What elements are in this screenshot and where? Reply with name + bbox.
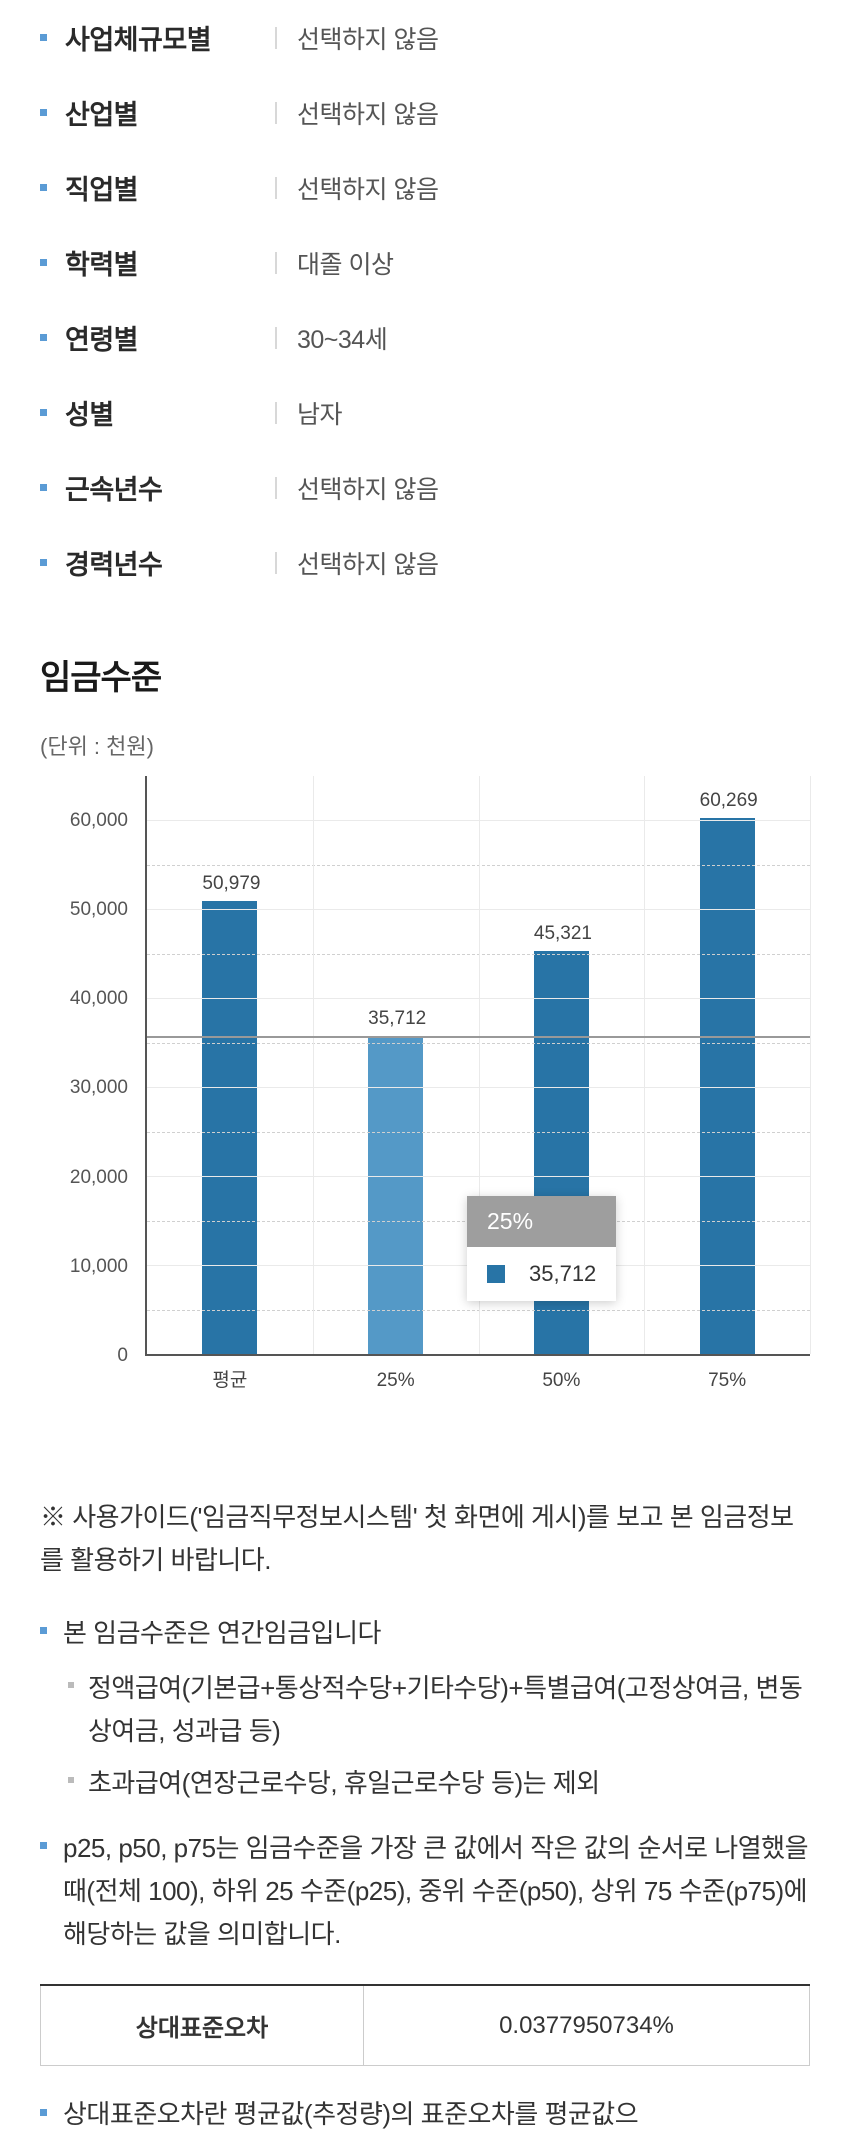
bar-slot: 35,712 25% [313, 776, 479, 1354]
vgrid-line [313, 776, 314, 1354]
note-sub-1: 정액급여(기본급+통상적수당+기타수당)+특별급여(고정상여금, 변동상여금, … [68, 1667, 810, 1753]
bar-value-label: 50,979 [202, 873, 257, 895]
y-tick-label: 10,000 [70, 1256, 128, 1278]
bar-slot: 60,269 75% [644, 776, 810, 1354]
error-label-cell: 상대표준오차 [41, 1985, 364, 2066]
filter-value: 선택하지 않음 [297, 170, 438, 206]
filter-item: 연령별 30~34세 [40, 300, 810, 375]
sub-bullet-icon [68, 1682, 74, 1688]
chart-plot-area: 50,979 평균 35,712 25% 45,321 50% 60,269 7… [145, 776, 810, 1356]
bullet-icon [40, 109, 47, 116]
filter-item: 학력별 대졸 이상 [40, 225, 810, 300]
filter-label: 연령별 [65, 318, 275, 357]
bar[interactable]: 60,269 [700, 818, 755, 1354]
filter-value: 선택하지 않음 [297, 20, 438, 56]
note-item-1: 본 임금수준은 연간임금입니다 [40, 1612, 810, 1655]
x-axis-label: 50% [479, 1370, 645, 1392]
bullet-icon [40, 184, 47, 191]
note-sub-text: 초과급여(연장근로수당, 휴일근로수당 등)는 제외 [88, 1762, 600, 1805]
divider-icon [275, 252, 277, 274]
bar-value-label: 35,712 [368, 1008, 423, 1030]
divider-icon [275, 477, 277, 499]
filter-label: 성별 [65, 393, 275, 432]
filter-label: 직업별 [65, 168, 275, 207]
bullet-icon [40, 1842, 47, 1849]
bar[interactable]: 35,712 [368, 1036, 423, 1354]
y-tick-label: 20,000 [70, 1167, 128, 1189]
filter-item: 직업별 선택하지 않음 [40, 150, 810, 225]
bar-slot: 50,979 평균 [147, 776, 313, 1354]
truncated-text: 상대표준오차란 평균값(추정량)의 표준오차를 평균값으 [63, 2094, 638, 2131]
filter-value: 선택하지 않음 [297, 95, 438, 131]
reference-line [147, 1036, 810, 1038]
wage-chart: 0 10,000 20,000 30,000 40,000 50,000 60,000 50… [40, 776, 810, 1416]
bullet-icon [40, 259, 47, 266]
filter-item: 사업체규모별 선택하지 않음 [40, 0, 810, 75]
y-tick-label: 30,000 [70, 1077, 128, 1099]
divider-icon [275, 177, 277, 199]
filter-item: 산업별 선택하지 않음 [40, 75, 810, 150]
chart-unit: (단위 : 천원) [40, 729, 810, 761]
filter-label: 근속년수 [65, 468, 275, 507]
filter-label: 경력년수 [65, 543, 275, 582]
y-tick-label: 0 [117, 1345, 128, 1367]
filter-value: 선택하지 않음 [297, 470, 438, 506]
filter-label: 산업별 [65, 93, 275, 132]
chart-tooltip: 25% 35,712 [467, 1196, 616, 1301]
filter-item: 성별 남자 [40, 375, 810, 450]
truncated-note: 상대표준오차란 평균값(추정량)의 표준오차를 평균값으 [40, 2094, 810, 2131]
bullet-icon [40, 334, 47, 341]
y-axis: 010,00020,00030,00040,00050,00060,000 [40, 776, 140, 1356]
filter-value: 30~34세 [297, 320, 387, 356]
filter-label: 학력별 [65, 243, 275, 282]
x-axis-label: 평균 [147, 1365, 313, 1392]
y-tick-label: 40,000 [70, 988, 128, 1010]
filter-list: 사업체규모별 선택하지 않음 산업별 선택하지 않음 직업별 선택하지 않음 학… [40, 0, 810, 600]
bar-value-label: 60,269 [700, 790, 755, 812]
bullet-icon [40, 484, 47, 491]
bullet-icon [40, 2109, 47, 2116]
error-value-cell: 0.0377950734% [363, 1985, 809, 2066]
note-sub-2: 초과급여(연장근로수당, 휴일근로수당 등)는 제외 [68, 1762, 810, 1805]
tooltip-swatch-icon [487, 1265, 505, 1283]
error-table: 상대표준오차 0.0377950734% [40, 1984, 810, 2066]
divider-icon [275, 552, 277, 574]
bullet-icon [40, 1627, 47, 1634]
note-item-2: p25, p50, p75는 임금수준을 가장 큰 값에서 작은 값의 순서로 … [40, 1827, 810, 1956]
divider-icon [275, 27, 277, 49]
filter-value: 선택하지 않음 [297, 545, 438, 581]
tooltip-value: 35,712 [529, 1261, 596, 1287]
bullet-icon [40, 409, 47, 416]
sub-bullet-icon [68, 1777, 74, 1783]
tooltip-body: 35,712 [467, 1247, 616, 1301]
note-text: 본 임금수준은 연간임금입니다 [63, 1612, 381, 1655]
note-text: p25, p50, p75는 임금수준을 가장 큰 값에서 작은 값의 순서로 … [63, 1827, 810, 1956]
table-row: 상대표준오차 0.0377950734% [41, 1985, 810, 2066]
y-tick-label: 60,000 [70, 810, 128, 832]
filter-item: 경력년수 선택하지 않음 [40, 525, 810, 600]
bullet-icon [40, 34, 47, 41]
filter-value: 대졸 이상 [297, 245, 393, 281]
filter-item: 근속년수 선택하지 않음 [40, 450, 810, 525]
note-sub-text: 정액급여(기본급+통상적수당+기타수당)+특별급여(고정상여금, 변동상여금, … [88, 1667, 810, 1753]
bar[interactable]: 50,979 [202, 901, 257, 1354]
filter-label: 사업체규모별 [65, 18, 275, 57]
filter-value: 남자 [297, 395, 342, 431]
tooltip-title: 25% [467, 1196, 616, 1247]
divider-icon [275, 402, 277, 424]
bullet-icon [40, 559, 47, 566]
bar-value-label: 45,321 [534, 923, 589, 945]
vgrid-line [810, 776, 811, 1354]
divider-icon [275, 102, 277, 124]
notes-section: ※ 사용가이드('임금직무정보시스템' 첫 화면에 게시)를 보고 본 임금정보… [40, 1496, 810, 1956]
section-title: 임금수준 [40, 650, 810, 699]
x-axis-label: 75% [644, 1370, 810, 1392]
y-tick-label: 50,000 [70, 899, 128, 921]
x-axis-label: 25% [313, 1370, 479, 1392]
divider-icon [275, 327, 277, 349]
vgrid-line [644, 776, 645, 1354]
note-guide: ※ 사용가이드('임금직무정보시스템' 첫 화면에 게시)를 보고 본 임금정보… [40, 1496, 810, 1582]
